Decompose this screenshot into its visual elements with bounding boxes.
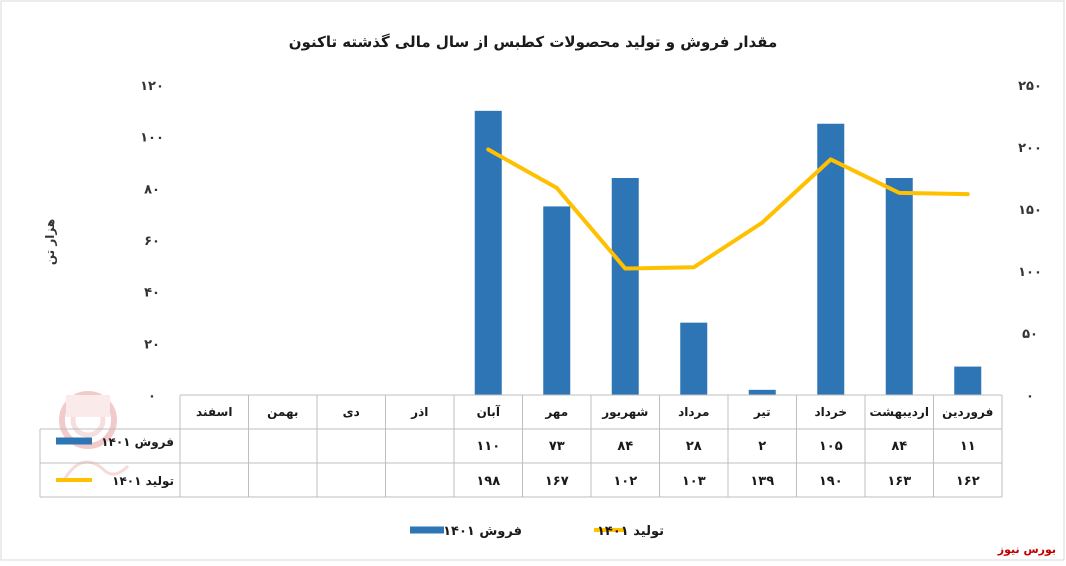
category-label: مرداد xyxy=(678,405,709,419)
category-label: فروردین xyxy=(942,405,993,420)
sales-value-label: ۲۸ xyxy=(686,439,702,454)
sales-bar xyxy=(748,389,776,395)
right-tick-label: ۵۰ xyxy=(1022,327,1038,342)
sales-bar xyxy=(680,322,708,395)
production-value-label: ۱۳۹ xyxy=(750,474,774,489)
left-tick-label: ۱۲۰ xyxy=(140,79,164,94)
right-axis: ۰ ۵۰ ۱۰۰ ۱۵۰ ۲۰۰ ۲۵۰ xyxy=(1018,79,1042,404)
production-line xyxy=(486,147,970,271)
left-tick-label: ۰ xyxy=(148,389,156,404)
category-label: اسفند xyxy=(196,405,232,419)
left-tick-label: ۱۰۰ xyxy=(140,131,164,146)
category-label: تیر xyxy=(753,405,771,419)
sales-bar xyxy=(543,206,571,395)
production-value-label: ۱۹۸ xyxy=(476,474,500,489)
chart-title: مقدار فروش و تولید محصولات کطبس از سال م… xyxy=(289,33,777,51)
category-label: دی xyxy=(343,405,360,419)
watermark-logo xyxy=(59,391,130,481)
category-label: شهریور xyxy=(601,405,648,420)
sales-bar xyxy=(474,110,502,395)
category-label: اذر xyxy=(410,405,428,419)
left-tick-label: ۲۰ xyxy=(144,337,160,352)
left-axis: ۰ ۲۰ ۴۰ ۶۰ ۸۰ ۱۰۰ ۱۲۰ xyxy=(140,79,164,404)
bar-series xyxy=(474,110,982,395)
right-tick-label: ۲۵۰ xyxy=(1018,79,1042,94)
legend-production-label: تولید ۱۴۰۱ xyxy=(597,524,664,539)
table-production-header: تولید ۱۴۰۱ xyxy=(112,474,174,489)
category-label: خرداد xyxy=(814,405,847,419)
left-tick-label: ۴۰ xyxy=(144,286,160,301)
legend: تولید ۱۴۰۱ فروش ۱۴۰۱ xyxy=(410,524,664,539)
category-label: آبان xyxy=(477,404,501,419)
sales-value-label: ۱۰۵ xyxy=(819,439,843,454)
right-tick-label: ۱۰۰ xyxy=(1018,265,1042,280)
sales-bar xyxy=(611,178,639,395)
y-axis-title: هزار تن xyxy=(43,219,57,265)
table-sales-header: فروش ۱۴۰۱ xyxy=(101,435,174,450)
sales-bar xyxy=(954,366,982,395)
production-value-label: ۱۹۰ xyxy=(819,474,843,489)
category-label: بهمن xyxy=(267,405,298,419)
data-table: فروردین اردیبهشت خرداد تیر مرداد شهریور مهر آبا… xyxy=(39,394,1003,498)
left-tick-label: ۸۰ xyxy=(144,182,160,197)
sales-value-label: ۲ xyxy=(758,439,766,454)
sales-bar xyxy=(885,178,913,395)
right-tick-label: ۰ xyxy=(1026,389,1034,404)
production-value-label: ۱۶۷ xyxy=(545,474,569,489)
sales-value-label: ۸۴ xyxy=(891,439,907,454)
sales-value-label: ۸۴ xyxy=(617,439,633,454)
category-label: مهر xyxy=(544,405,568,419)
production-value-label: ۱۰۳ xyxy=(682,474,706,489)
line-series-group xyxy=(486,147,970,271)
right-tick-label: ۲۰۰ xyxy=(1018,141,1042,156)
legend-sales-label: فروش ۱۴۰۱ xyxy=(443,524,522,539)
category-label: اردیبهشت xyxy=(870,405,929,419)
sales-value-label: ۱۱۰ xyxy=(476,439,500,454)
production-value-label: ۱۶۲ xyxy=(956,474,980,489)
sales-value-label: ۱۱ xyxy=(960,439,976,454)
production-value-label: ۱۶۳ xyxy=(887,474,911,489)
sales-value-label: ۷۳ xyxy=(549,439,565,454)
source-label: بورس نیوز xyxy=(997,543,1056,556)
right-tick-label: ۱۵۰ xyxy=(1018,203,1042,218)
left-tick-label: ۶۰ xyxy=(144,234,160,249)
production-value-label: ۱۰۲ xyxy=(613,474,637,489)
